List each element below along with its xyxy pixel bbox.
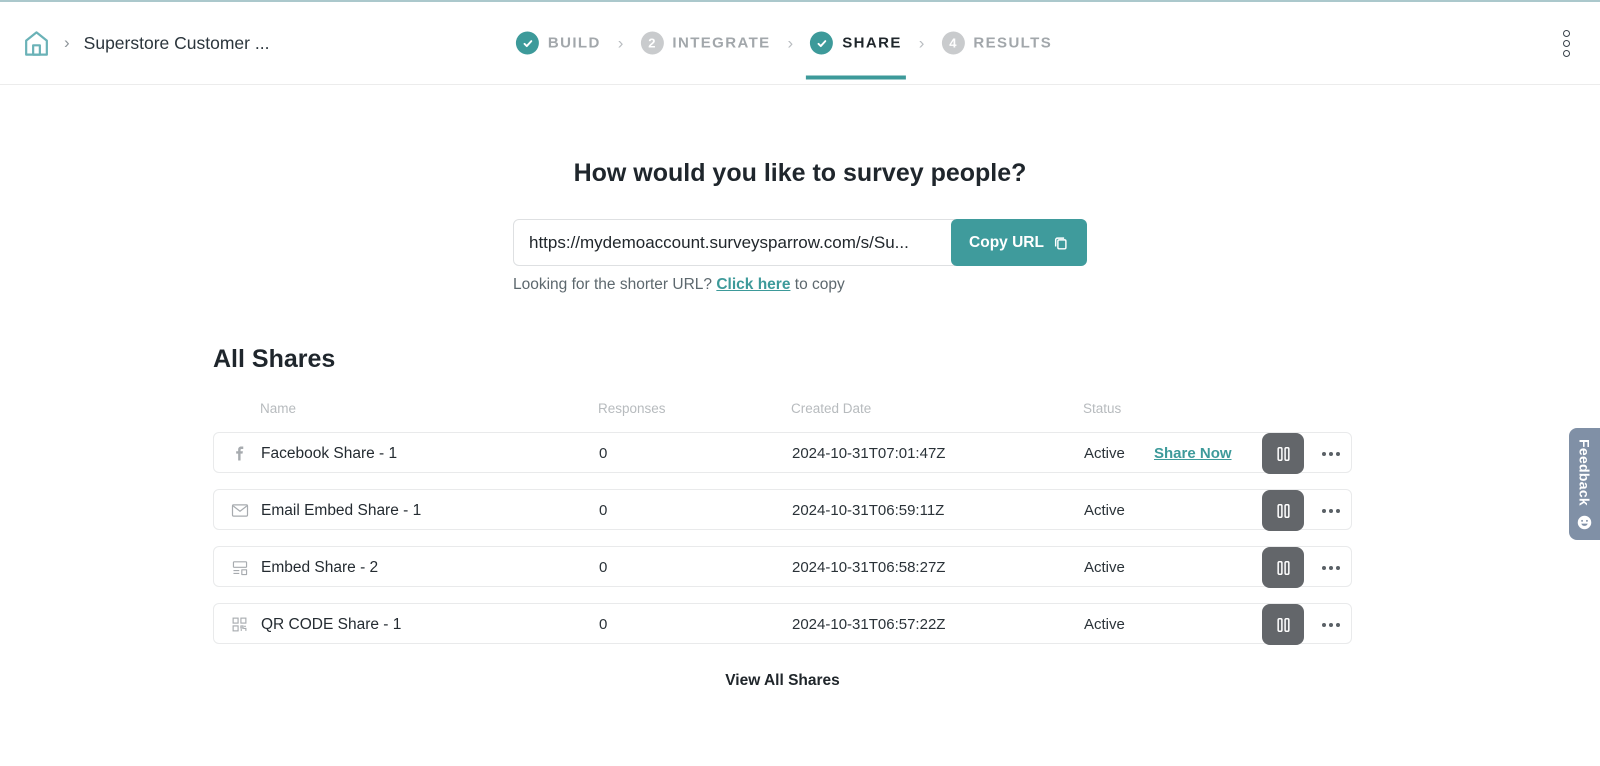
step-separator-icon: › <box>617 33 624 52</box>
column-header-responses: Responses <box>598 401 666 416</box>
table-row-qr-code-share: QR CODE Share - 1 0 2024-10-31T06:57:22Z… <box>213 603 1352 645</box>
step-share-active[interactable]: SHARE <box>806 31 906 80</box>
share-status: Active <box>1084 445 1125 462</box>
page-title: How would you like to survey people? <box>573 159 1027 187</box>
shorter-url-hint: Looking for the shorter URL? Click here … <box>513 276 1087 294</box>
breadcrumb-chevron-icon: › <box>64 33 70 52</box>
pause-share-button[interactable] <box>1262 490 1304 531</box>
shares-table-header: Name Responses Created Date Status <box>213 401 1352 416</box>
shorter-url-prefix: Looking for the shorter URL? <box>513 276 713 293</box>
email-icon <box>214 503 261 518</box>
column-header-name: Name <box>260 401 297 416</box>
pause-icon <box>1276 503 1291 519</box>
step-separator-icon: › <box>918 33 925 52</box>
step-label: SHARE <box>842 34 902 52</box>
qr-code-icon <box>214 616 261 633</box>
view-all-shares-button[interactable]: View All Shares <box>725 672 840 689</box>
check-circle-icon <box>810 31 834 55</box>
pause-share-button[interactable] <box>1262 604 1304 645</box>
step-label: INTEGRATE <box>672 34 771 52</box>
table-row-facebook-share: Facebook Share - 1 0 2024-10-31T07:01:47… <box>213 432 1352 474</box>
app-header: › Superstore Customer ... BUILD › 2 INTE… <box>0 2 1600 85</box>
share-name: Email Embed Share - 1 <box>261 501 422 519</box>
share-created-date: 2024-10-31T06:59:11Z <box>792 502 945 519</box>
feedback-tab-label: Feedback <box>1576 438 1593 506</box>
share-responses: 0 <box>599 616 608 633</box>
table-row-email-embed-share: Email Embed Share - 1 0 2024-10-31T06:59… <box>213 489 1352 531</box>
step-number-badge: 2 <box>640 31 664 55</box>
pause-share-button[interactable] <box>1262 547 1304 588</box>
step-number-badge: 4 <box>941 31 965 55</box>
copy-url-button[interactable]: Copy URL <box>951 219 1087 266</box>
embed-icon <box>214 560 261 576</box>
row-more-options-button[interactable] <box>1310 560 1351 576</box>
step-label: BUILD <box>547 34 601 52</box>
share-created-date: 2024-10-31T06:58:27Z <box>792 559 946 576</box>
facebook-icon <box>214 445 261 462</box>
breadcrumb-survey-name[interactable]: Superstore Customer ... <box>83 32 270 53</box>
home-button[interactable] <box>20 27 52 59</box>
step-integrate[interactable]: 2 INTEGRATE <box>640 31 771 55</box>
row-more-options-button[interactable] <box>1310 503 1351 519</box>
step-separator-icon: › <box>787 33 794 52</box>
all-shares-title: All Shares <box>213 345 336 373</box>
step-label: RESULTS <box>973 34 1053 52</box>
feedback-tab-button[interactable]: Feedback <box>1569 428 1600 540</box>
share-name: QR CODE Share - 1 <box>261 615 402 633</box>
pause-icon <box>1276 617 1291 633</box>
share-status: Active <box>1084 559 1125 576</box>
check-circle-icon <box>515 31 539 55</box>
window-top-accent-line <box>0 0 1600 2</box>
share-created-date: 2024-10-31T06:57:22Z <box>792 616 946 633</box>
row-more-options-button[interactable] <box>1310 446 1351 462</box>
copy-url-label: Copy URL <box>969 233 1044 251</box>
pause-share-button[interactable] <box>1262 433 1304 474</box>
copy-icon <box>1053 235 1069 251</box>
share-responses: 0 <box>599 559 608 576</box>
step-results[interactable]: 4 RESULTS <box>941 31 1053 55</box>
table-row-embed-share: Embed Share - 2 0 2024-10-31T06:58:27Z A… <box>213 546 1352 588</box>
share-status: Active <box>1084 616 1125 633</box>
share-created-date: 2024-10-31T07:01:47Z <box>792 445 946 462</box>
column-header-created-date: Created Date <box>791 401 872 416</box>
share-url-section: Copy URL Looking for the shorter URL? Cl… <box>513 219 1087 294</box>
share-responses: 0 <box>599 445 608 462</box>
home-icon <box>21 28 52 59</box>
share-url-input[interactable] <box>513 219 955 266</box>
share-responses: 0 <box>599 502 608 519</box>
share-now-link[interactable]: Share Now <box>1154 445 1232 462</box>
share-status: Active <box>1084 502 1125 519</box>
row-more-options-button[interactable] <box>1310 617 1351 633</box>
share-name: Embed Share - 2 <box>261 558 379 576</box>
step-build[interactable]: BUILD <box>515 31 601 55</box>
share-name: Facebook Share - 1 <box>261 444 398 462</box>
all-shares-section: All Shares Name Responses Created Date S… <box>213 345 1352 690</box>
pause-icon <box>1276 446 1291 462</box>
more-options-kebab-button[interactable] <box>1559 26 1574 61</box>
smiley-face-icon <box>1577 515 1592 530</box>
click-here-link[interactable]: Click here <box>716 276 791 293</box>
shorter-url-suffix: to copy <box>794 276 845 293</box>
wizard-stepper: BUILD › 2 INTEGRATE › SHARE › 4 RESULTS <box>515 31 1053 80</box>
column-header-status: Status <box>1083 401 1122 416</box>
pause-icon <box>1276 560 1291 576</box>
